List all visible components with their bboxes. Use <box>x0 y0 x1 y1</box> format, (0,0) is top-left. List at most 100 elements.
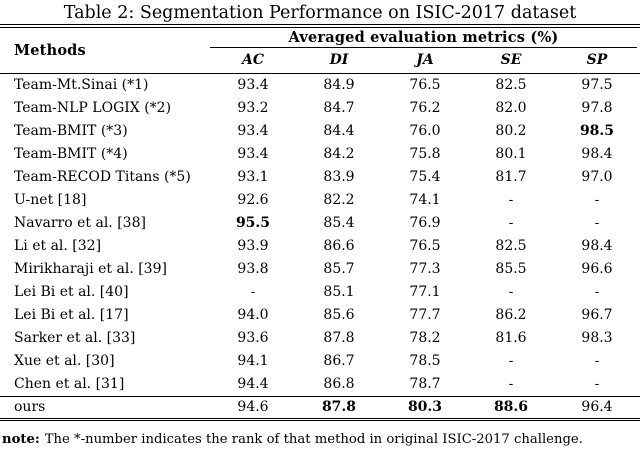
metric-value-cell: 74.1 <box>409 191 441 208</box>
method-cell: Chen et al. [31] <box>14 375 125 392</box>
metric-value-cell: 97.5 <box>581 76 613 93</box>
method-cell: Team-RECOD Titans (*5) <box>14 168 191 185</box>
metric-value-cell: 76.2 <box>409 99 441 116</box>
footnote-label: note: <box>2 432 40 447</box>
metric-value-cell: 87.8 <box>323 329 355 346</box>
metric-value-cell: 95.5 <box>235 214 271 231</box>
metric-value-cell: 85.7 <box>323 260 355 277</box>
metric-value-cell: 75.8 <box>409 145 441 162</box>
table-header: Methods Averaged evaluation metrics (%) … <box>0 28 640 73</box>
metric-value-cell: 85.6 <box>323 306 355 323</box>
metric-value-cell: 77.7 <box>409 306 441 323</box>
metric-value-cell: 98.5 <box>579 122 615 139</box>
metric-value-cell: - <box>594 191 600 208</box>
method-cell: Team-Mt.Sinai (*1) <box>14 76 149 93</box>
metric-value-cell: 78.2 <box>409 329 441 346</box>
method-cell: ours <box>14 398 46 415</box>
table-caption: Table 2: Segmentation Performance on ISI… <box>63 3 577 23</box>
metric-value-cell: 77.1 <box>409 283 441 300</box>
method-cell: U-net [18] <box>14 191 87 208</box>
metric-value-cell: 86.2 <box>495 306 527 323</box>
column-header-se: SE <box>500 51 522 68</box>
metric-value-cell: 80.3 <box>407 398 443 415</box>
method-cell: Mirikharaji et al. [39] <box>14 260 167 277</box>
footnote-spacer <box>0 421 640 431</box>
column-header-methods: Methods <box>14 41 86 59</box>
metric-value-cell: 93.4 <box>237 122 269 139</box>
metric-value-cell: 87.8 <box>321 398 357 415</box>
column-header-ja: JA <box>416 51 434 68</box>
metric-value-cell: 97.8 <box>581 99 613 116</box>
metric-value-cell: - <box>594 214 600 231</box>
metric-value-cell: 82.2 <box>323 191 355 208</box>
metric-value-cell: 76.0 <box>409 122 441 139</box>
table-body: Team-Mt.Sinai (*1) 93.4 84.9 76.5 82.5 97.5 Te… <box>0 74 640 396</box>
metric-value-cell: 93.8 <box>237 260 269 277</box>
ours-row: ours 94.6 87.8 80.3 88.6 96.4 <box>0 397 640 418</box>
metric-value-cell: - <box>508 191 514 208</box>
metric-value-cell: 93.1 <box>237 168 269 185</box>
metric-value-cell: 76.9 <box>409 214 441 231</box>
metric-value-cell: 80.2 <box>495 122 527 139</box>
metric-value-cell: 94.0 <box>237 306 269 323</box>
method-cell: Navarro et al. [38] <box>14 214 146 231</box>
metric-value-cell: 93.6 <box>237 329 269 346</box>
metric-value-cell: 76.5 <box>409 76 441 93</box>
bottom-double-rule <box>0 417 640 421</box>
metric-value-cell: 85.4 <box>323 214 355 231</box>
header-bottom-rule <box>0 72 640 74</box>
metric-value-cell: 96.4 <box>581 398 613 415</box>
column-header-di: DI <box>329 51 349 68</box>
metric-value-cell: 93.4 <box>237 145 269 162</box>
metric-value-cell: 83.9 <box>323 168 355 185</box>
metric-value-cell: 88.6 <box>493 398 529 415</box>
metric-value-cell: 82.5 <box>495 237 527 254</box>
column-header-sp: SP <box>586 51 608 68</box>
method-cell: Lei Bi et al. [40] <box>14 283 129 300</box>
ours-top-rule <box>0 395 640 397</box>
metric-value-cell: 86.8 <box>323 375 355 392</box>
metric-value-cell: - <box>508 352 514 369</box>
metric-value-cell: 86.6 <box>323 237 355 254</box>
metric-subheaders: AC DI JA SE SP <box>210 48 640 73</box>
metric-value-cell: 80.1 <box>495 145 527 162</box>
metric-value-cell: 77.3 <box>409 260 441 277</box>
metric-value-cell: 75.4 <box>409 168 441 185</box>
metric-value-cell: 82.5 <box>495 76 527 93</box>
method-cell: Team-BMIT (*3) <box>14 122 128 139</box>
metric-value-cell: 84.9 <box>323 76 355 93</box>
metric-value-cell: 84.2 <box>323 145 355 162</box>
metric-value-cell: 76.5 <box>409 237 441 254</box>
metric-value-cell: 97.0 <box>581 168 613 185</box>
metric-value-cell: 78.7 <box>409 375 441 392</box>
metric-value-cell: - <box>508 283 514 300</box>
metric-value-cell: - <box>594 283 600 300</box>
metric-value-cell: 94.1 <box>237 352 269 369</box>
metric-value-cell: 92.6 <box>237 191 269 208</box>
method-cell: Team-BMIT (*4) <box>14 145 128 162</box>
top-double-rule <box>0 24 640 28</box>
metric-value-cell: 94.4 <box>237 375 269 392</box>
metrics-group-header: Averaged evaluation metrics (%) <box>210 28 637 48</box>
metric-value-cell: - <box>594 352 600 369</box>
metric-value-cell: 96.6 <box>581 260 613 277</box>
metric-value-cell: 85.5 <box>495 260 527 277</box>
footnote: note: The *-number indicates the rank of … <box>0 431 640 449</box>
column-header-ac: AC <box>241 51 264 68</box>
metric-value-cell: 93.4 <box>237 76 269 93</box>
metric-value-cell: 85.1 <box>323 283 355 300</box>
metric-value-cell: 86.7 <box>323 352 355 369</box>
metric-value-cell: 82.0 <box>495 99 527 116</box>
metric-value-cell: 81.6 <box>495 329 527 346</box>
method-cell: Team-NLP LOGIX (*2) <box>14 99 172 116</box>
metric-value-cell: 98.4 <box>581 145 613 162</box>
metric-value-cell: 96.7 <box>581 306 613 323</box>
metric-value-cell: 93.2 <box>237 99 269 116</box>
metric-value-cell: - <box>594 375 600 392</box>
metric-value-cell: 81.7 <box>495 168 527 185</box>
metric-value-cell: 84.4 <box>323 122 355 139</box>
method-cell: Lei Bi et al. [17] <box>14 306 129 323</box>
metric-value-cell: 78.5 <box>409 352 441 369</box>
method-cell: Li et al. [32] <box>14 237 102 254</box>
